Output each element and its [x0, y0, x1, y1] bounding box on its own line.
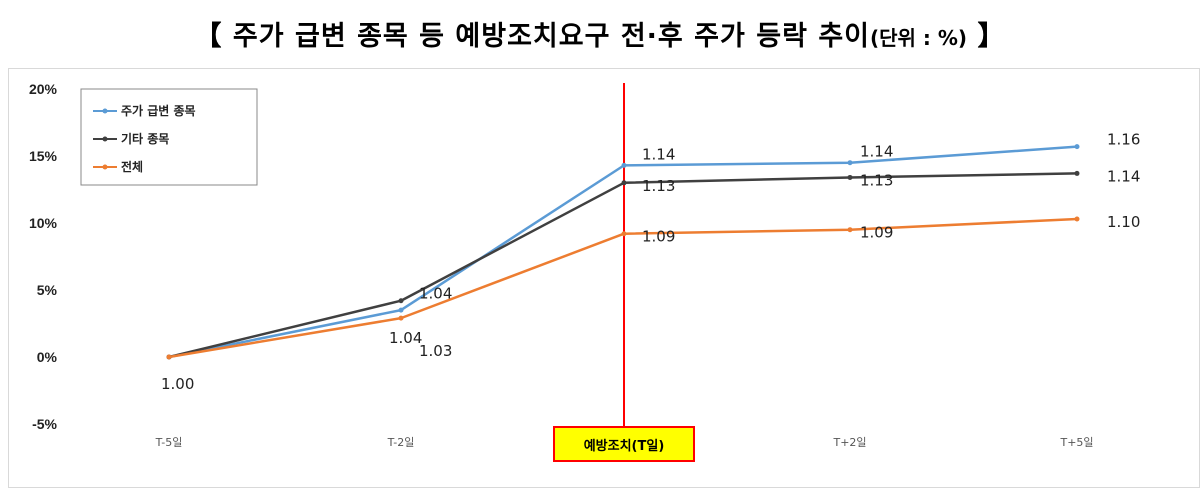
legend-marker: [102, 136, 108, 142]
data-point: [621, 162, 627, 168]
data-point: [1074, 144, 1080, 150]
data-point: [621, 180, 627, 186]
data-label: 1.10: [1107, 213, 1140, 231]
chart-title-unit: (단위 : %): [870, 26, 968, 50]
y-tick-label: 20%: [29, 81, 58, 97]
data-label: 1.14: [1107, 167, 1140, 185]
data-label: 1.13: [642, 177, 675, 195]
line-chart: -5% 0% 5% 10% 15% 20% T-5일 T-2일 T+2일 T+5일 예방조치(T일)…: [29, 81, 1140, 462]
event-marker-box: [553, 426, 695, 462]
data-point: [398, 307, 404, 313]
data-label: 1.14: [642, 145, 675, 163]
x-tick-label: T+5일: [1059, 435, 1093, 449]
data-point: [1074, 170, 1080, 176]
data-point: [166, 354, 172, 360]
data-point: [621, 231, 627, 237]
chart-title-close: 】: [967, 21, 1006, 52]
data-point: [847, 227, 853, 233]
data-label: 1.03: [419, 342, 452, 360]
data-label: 1.14: [860, 143, 893, 161]
x-tick-label: T-5일: [155, 435, 183, 449]
data-point: [1074, 216, 1080, 222]
data-point: [398, 298, 404, 304]
data-label: 1.13: [860, 171, 893, 189]
data-label: 1.16: [1107, 131, 1140, 149]
event-marker-label: 예방조치(T일): [584, 438, 665, 454]
data-point: [847, 174, 853, 180]
legend-label: 전체: [121, 159, 143, 174]
y-tick-label: 5%: [37, 282, 58, 298]
y-tick-label: 10%: [29, 215, 58, 231]
chart-title: 【 주가 급변 종목 등 예방조치요구 전·후 주가 등락 추이(단위 : %)…: [0, 14, 1200, 53]
legend-label: 기타 종목: [121, 131, 169, 146]
data-label: 1.04: [389, 329, 422, 347]
chart-area: -5% 0% 5% 10% 15% 20% T-5일 T-2일 T+2일 T+5일 예방조치(T일)…: [8, 68, 1200, 488]
y-tick-label: -5%: [32, 416, 57, 432]
data-point: [847, 160, 853, 166]
chart-title-main: 【 주가 급변 종목 등 예방조치요구 전·후 주가 등락 추이: [194, 21, 871, 52]
data-label: 1.04: [419, 285, 452, 303]
y-tick-label: 15%: [29, 148, 58, 164]
legend-marker: [102, 108, 108, 114]
data-label: 1.09: [860, 224, 893, 242]
y-tick-label: 0%: [37, 349, 58, 365]
legend-label: 주가 급변 종목: [121, 103, 196, 118]
data-label: 1.00: [161, 375, 194, 393]
data-point: [398, 315, 404, 321]
data-label: 1.09: [642, 228, 675, 246]
legend-box: [80, 88, 258, 186]
x-tick-label: T-2일: [387, 435, 415, 449]
x-tick-label: T+2일: [832, 435, 866, 449]
legend-marker: [102, 164, 108, 170]
